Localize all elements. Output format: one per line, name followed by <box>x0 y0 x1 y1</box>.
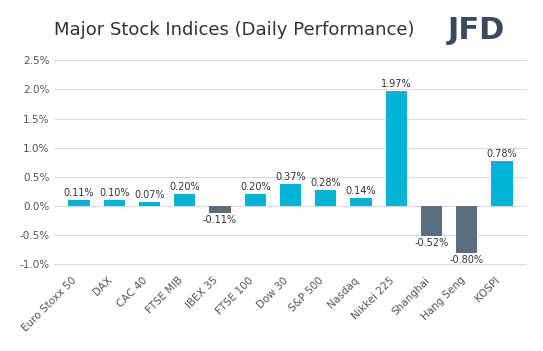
Bar <box>421 206 442 237</box>
Bar <box>174 194 195 206</box>
Bar <box>68 200 90 206</box>
Bar <box>139 202 160 206</box>
Text: JFD: JFD <box>447 16 505 45</box>
Bar <box>210 206 231 212</box>
Bar <box>104 200 125 206</box>
Text: 0.78%: 0.78% <box>487 148 517 159</box>
Text: 0.11%: 0.11% <box>64 188 94 198</box>
Text: 0.20%: 0.20% <box>169 183 200 192</box>
Text: 0.14%: 0.14% <box>346 186 376 196</box>
Text: 0.28%: 0.28% <box>311 178 341 188</box>
Text: Major Stock Indices (Daily Performance): Major Stock Indices (Daily Performance) <box>54 20 415 39</box>
Text: 0.10%: 0.10% <box>99 188 129 198</box>
Text: 0.07%: 0.07% <box>134 190 165 200</box>
Bar <box>280 185 301 206</box>
Text: -0.80%: -0.80% <box>450 255 484 265</box>
Bar <box>456 206 477 253</box>
Text: -0.52%: -0.52% <box>414 238 449 249</box>
Text: 1.97%: 1.97% <box>381 79 412 89</box>
Text: 0.37%: 0.37% <box>275 172 306 183</box>
Bar <box>315 190 336 206</box>
Bar <box>491 160 513 206</box>
Bar <box>350 198 371 206</box>
Text: -0.11%: -0.11% <box>203 214 237 225</box>
Text: 0.20%: 0.20% <box>240 183 270 192</box>
Bar <box>386 91 407 206</box>
Bar <box>245 194 266 206</box>
